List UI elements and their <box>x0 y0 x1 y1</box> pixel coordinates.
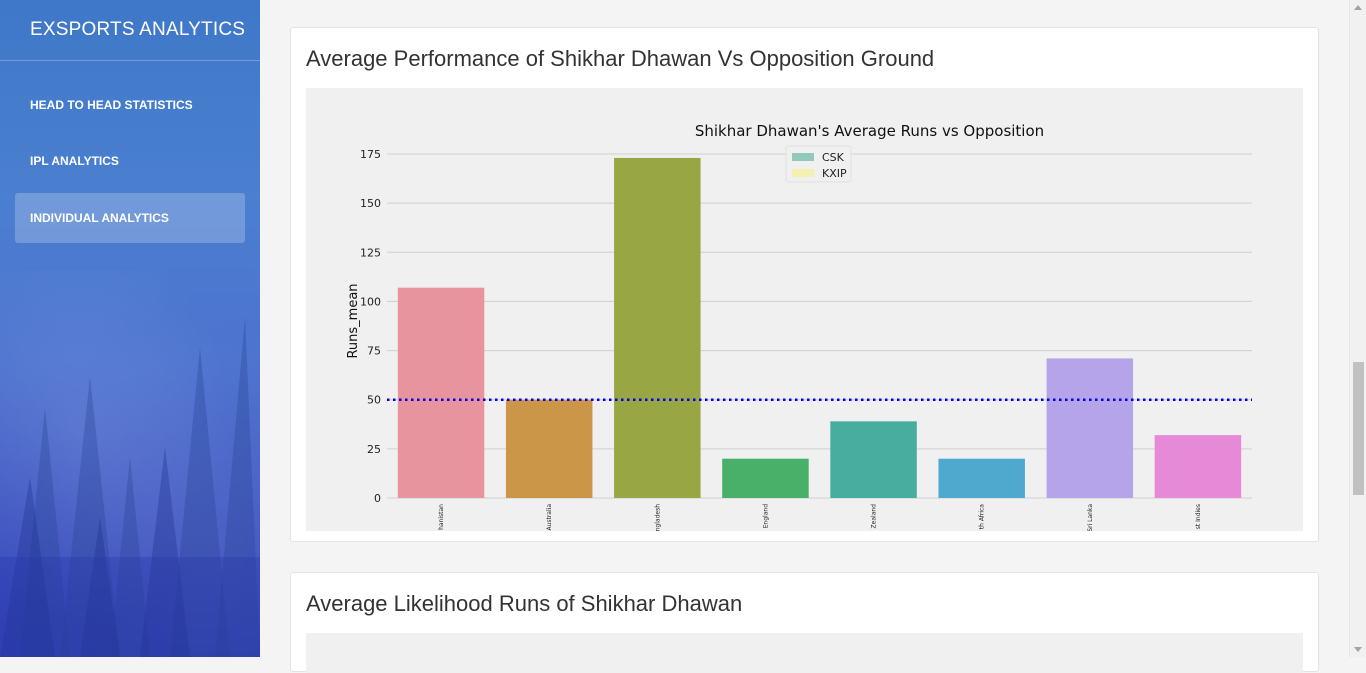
chart-panel: Shikhar Dhawan's Average Runs vs Opposit… <box>306 88 1303 531</box>
chart-title: Shikhar Dhawan's Average Runs vs Opposit… <box>695 122 1044 140</box>
legend-swatch <box>792 169 814 177</box>
likelihood-card: Average Likelihood Runs of Shikhar Dhawa… <box>290 572 1319 673</box>
bar <box>722 458 809 498</box>
y-tick-label: 150 <box>360 197 381 210</box>
x-tick-label: st Indies <box>1195 504 1202 529</box>
scroll-down-arrow-icon[interactable] <box>1354 647 1362 652</box>
scroll-up-arrow-icon[interactable] <box>1354 5 1362 10</box>
app-brand-title[interactable]: EXSPORTS ANALYTICS <box>0 0 260 61</box>
y-tick-label: 125 <box>360 246 381 259</box>
x-tick-label: Zealand <box>871 504 878 529</box>
forest-background-image <box>0 317 260 657</box>
bar <box>938 458 1025 498</box>
page-scrollbar[interactable] <box>1349 0 1366 657</box>
x-tick-label: hanistan <box>438 504 445 530</box>
card-title: Average Performance of Shikhar Dhawan Vs… <box>306 46 935 71</box>
scrollbar-thumb[interactable] <box>1353 362 1364 495</box>
x-tick-label: England <box>762 504 769 529</box>
bar <box>1154 435 1242 498</box>
legend-swatch <box>792 153 814 161</box>
legend-label: CSK <box>822 151 845 164</box>
y-axis-label: Runs_mean <box>346 283 361 358</box>
x-tick-label: Australia <box>546 504 553 531</box>
bar <box>1046 358 1134 498</box>
y-tick-label: 0 <box>374 492 381 505</box>
bar-chart: Shikhar Dhawan's Average Runs vs Opposit… <box>346 122 1252 531</box>
x-tick-label: ngladesh <box>654 504 661 531</box>
y-tick-label: 175 <box>360 148 381 161</box>
nav-item-ipl-analytics[interactable]: IPL ANALYTICS <box>30 154 119 168</box>
sidebar: EXSPORTS ANALYTICS HEAD TO HEAD STATISTI… <box>0 0 260 657</box>
nav-item-individual-analytics[interactable]: INDIVIDUAL ANALYTICS <box>15 193 245 243</box>
y-tick-label: 25 <box>367 443 381 456</box>
nav-item-head-to-head[interactable]: HEAD TO HEAD STATISTICS <box>30 98 193 112</box>
x-tick-label: Sri Lanka <box>1087 504 1094 531</box>
legend-label: KXIP <box>822 167 847 180</box>
bar <box>830 421 917 498</box>
sidebar-background-mist <box>0 270 260 657</box>
bar <box>397 287 485 498</box>
y-tick-label: 100 <box>360 295 381 308</box>
x-tick-label: th Africa <box>979 504 986 529</box>
performance-card: Average Performance of Shikhar Dhawan Vs… <box>290 27 1319 542</box>
y-tick-label: 75 <box>367 345 381 358</box>
chart-panel-placeholder <box>306 633 1303 673</box>
card-title: Average Likelihood Runs of Shikhar Dhawa… <box>306 591 743 616</box>
y-tick-label: 50 <box>367 394 381 407</box>
bar <box>614 157 701 498</box>
bar <box>505 399 593 498</box>
